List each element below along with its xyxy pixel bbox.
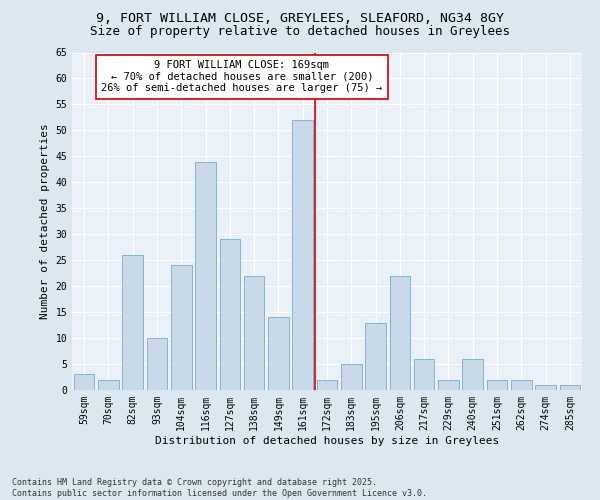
Bar [220, 240, 240, 390]
Text: Contains HM Land Registry data © Crown copyright and database right 2025.
Contai: Contains HM Land Registry data © Crown c… [12, 478, 427, 498]
Bar [341, 364, 362, 390]
Bar [438, 380, 459, 390]
Bar [98, 380, 119, 390]
Bar [146, 338, 167, 390]
Text: 9 FORT WILLIAM CLOSE: 169sqm
← 70% of detached houses are smaller (200)
26% of s: 9 FORT WILLIAM CLOSE: 169sqm ← 70% of de… [101, 60, 383, 94]
Text: 9, FORT WILLIAM CLOSE, GREYLEES, SLEAFORD, NG34 8GY: 9, FORT WILLIAM CLOSE, GREYLEES, SLEAFOR… [96, 12, 504, 26]
Bar [463, 359, 483, 390]
Bar [365, 322, 386, 390]
Bar [560, 385, 580, 390]
Y-axis label: Number of detached properties: Number of detached properties [40, 124, 50, 319]
Text: Size of property relative to detached houses in Greylees: Size of property relative to detached ho… [90, 25, 510, 38]
Bar [511, 380, 532, 390]
Bar [535, 385, 556, 390]
Bar [195, 162, 216, 390]
Bar [122, 255, 143, 390]
Bar [74, 374, 94, 390]
X-axis label: Distribution of detached houses by size in Greylees: Distribution of detached houses by size … [155, 436, 499, 446]
Bar [414, 359, 434, 390]
Bar [244, 276, 265, 390]
Bar [292, 120, 313, 390]
Bar [389, 276, 410, 390]
Bar [487, 380, 508, 390]
Bar [268, 318, 289, 390]
Bar [171, 266, 191, 390]
Bar [317, 380, 337, 390]
